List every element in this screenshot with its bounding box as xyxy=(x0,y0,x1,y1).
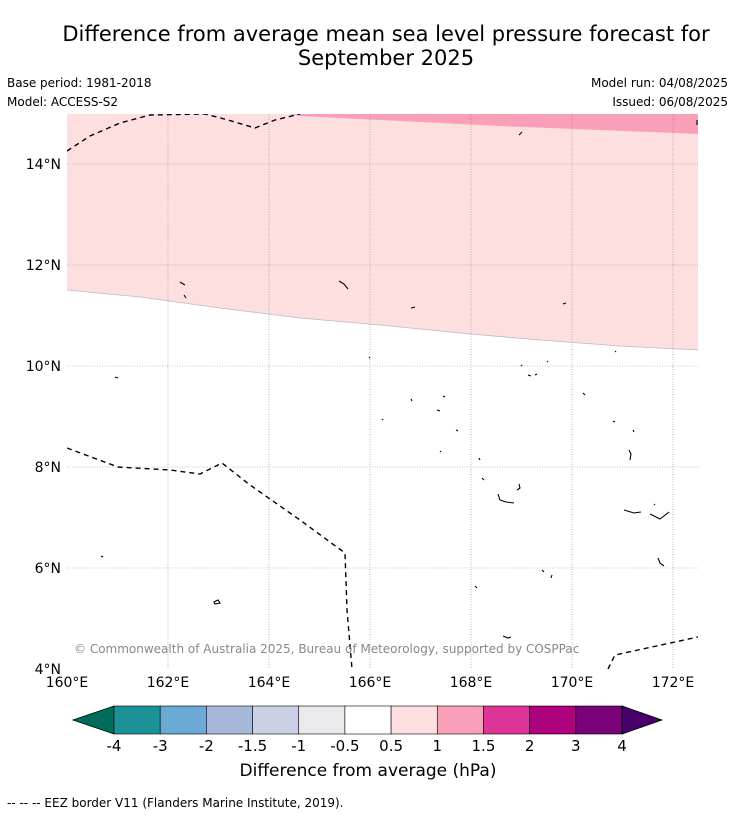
colorbar-arrow-low xyxy=(71,705,115,735)
graticule xyxy=(67,114,698,669)
colorbar-segment xyxy=(575,705,623,735)
colorbar-tick: 0.5 xyxy=(379,737,403,755)
lon-tick: 160°E xyxy=(46,675,89,691)
eez-borders xyxy=(67,114,698,669)
lat-tick: 8°N xyxy=(35,460,61,476)
colorbar-tick: 2 xyxy=(525,737,535,755)
colorbar-segment xyxy=(436,705,484,735)
meta-left: Base period: 1981-2018 Model: ACCESS-S2 xyxy=(7,74,152,112)
issued-date: Issued: 06/08/2025 xyxy=(612,95,728,109)
colorbar-tick: 3 xyxy=(571,737,581,755)
lat-tick: 4°N xyxy=(35,662,61,678)
lon-tick: 170°E xyxy=(551,675,594,691)
map-area: © Commonwealth of Australia 2025, Bureau… xyxy=(67,114,698,669)
lat-tick: 12°N xyxy=(26,258,61,274)
colorbar-label: Difference from average (hPa) xyxy=(239,761,497,781)
chart-title: Difference from average mean sea level p… xyxy=(40,22,732,70)
colorbar-tick: -4 xyxy=(107,737,122,755)
lat-tick: 14°N xyxy=(26,157,61,173)
eez-border-south-west xyxy=(67,447,353,669)
eez-border-north xyxy=(67,114,301,152)
colorbar-tick: 1.5 xyxy=(472,737,496,755)
colorbar-tick: -0.5 xyxy=(330,737,359,755)
colorbar-segment xyxy=(113,705,161,735)
lon-tick: 164°E xyxy=(248,675,291,691)
colorbar-segment xyxy=(390,705,438,735)
colorbar-segment xyxy=(206,705,253,735)
anomaly-band-1-1.5 xyxy=(290,114,698,134)
colorbar-tick: -1.5 xyxy=(238,737,267,755)
meta-right: Model run: 04/08/2025 Issued: 06/08/2025 xyxy=(591,74,728,112)
islands xyxy=(100,120,698,639)
contour-0.5 xyxy=(67,289,698,351)
colorbar-tick: -1 xyxy=(291,737,306,755)
colorbar-segment xyxy=(344,705,392,735)
lat-tick: 6°N xyxy=(35,561,61,577)
colorbar: -4 -3 -2 -1.5 -1 -0.5 0.5 1 1.5 2 3 4 xyxy=(71,705,664,755)
anomaly-band-0.5-1 xyxy=(67,114,698,350)
eez-legend: -- -- -- EEZ border V11 (Flanders Marine… xyxy=(7,796,344,810)
colorbar-segment xyxy=(252,705,300,735)
title-line-2: September 2025 xyxy=(297,46,475,70)
title-line-1: Difference from average mean sea level p… xyxy=(62,22,710,46)
model-name: Model: ACCESS-S2 xyxy=(7,95,119,109)
lon-tick: 168°E xyxy=(450,675,493,691)
lat-tick: 10°N xyxy=(26,359,61,375)
lon-tick: 166°E xyxy=(349,675,392,691)
colorbar-tick: -2 xyxy=(199,737,214,755)
colorbar-tick: 1 xyxy=(432,737,442,755)
lon-tick: 162°E xyxy=(147,675,190,691)
lon-tick: 172°E xyxy=(652,675,695,691)
colorbar-arrow-high xyxy=(621,705,664,735)
colorbar-tick: 4 xyxy=(617,737,627,755)
colorbar-segment xyxy=(529,705,577,735)
colorbar-tick: -3 xyxy=(153,737,168,755)
lat-tick-labels: 14°N 12°N 10°N 8°N 6°N 4°N xyxy=(26,157,61,678)
colorbar-segment xyxy=(159,705,207,735)
copyright-text: © Commonwealth of Australia 2025, Bureau… xyxy=(74,642,579,656)
model-run: Model run: 04/08/2025 xyxy=(590,76,728,90)
lon-tick-labels: 160°E 162°E 164°E 166°E 168°E 170°E 172°… xyxy=(46,675,695,691)
eez-border-south-east xyxy=(607,636,698,669)
colorbar-segment xyxy=(298,705,346,735)
base-period: Base period: 1981-2018 xyxy=(7,76,152,90)
colorbar-segment xyxy=(483,705,530,735)
